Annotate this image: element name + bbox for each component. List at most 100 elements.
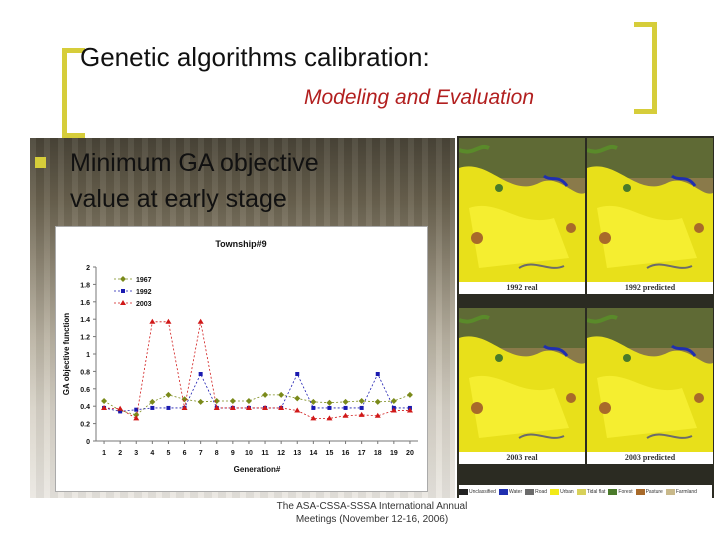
x-tick-label: 2 — [118, 450, 122, 457]
map-label: 1992 real — [459, 282, 585, 294]
data-point-1967 — [165, 391, 172, 398]
map-2003-predicted: 2003 predicted — [587, 308, 713, 464]
map-1992-predicted: 1992 predicted — [587, 138, 713, 294]
series-line-1967 — [103, 394, 411, 416]
y-tick-label: 1.4 — [80, 317, 90, 324]
data-point-1967 — [133, 411, 140, 418]
legend-marker-1992 — [121, 289, 125, 293]
x-tick-label: 16 — [342, 450, 350, 457]
y-tick-label: 1 — [86, 352, 90, 359]
data-point-2003 — [358, 411, 365, 417]
data-point-1992 — [134, 407, 139, 412]
map-legend-swatch — [576, 488, 586, 495]
map-grid: 1992 real 1992 predicted 2003 real 2003 … — [457, 136, 714, 498]
data-point-2003 — [117, 405, 124, 411]
data-point-1967 — [262, 391, 269, 398]
map-legend-swatch — [498, 488, 508, 495]
map-legend-swatch — [459, 488, 468, 495]
data-point-1992 — [118, 409, 123, 414]
x-tick-label: 19 — [390, 450, 398, 457]
slide-title: Genetic algorithms calibration: — [80, 42, 430, 72]
data-point-2003 — [149, 318, 156, 324]
x-tick-label: 1 — [102, 450, 106, 457]
y-tick-label: 0.6 — [80, 387, 90, 394]
map-legend-label: Forest — [618, 488, 633, 495]
map-legend-swatch — [550, 488, 560, 495]
y-tick-label: 1.6 — [80, 300, 90, 307]
map-legend-swatch — [665, 488, 675, 495]
map-legend-item: Urban — [550, 488, 574, 495]
data-point-2003 — [229, 404, 236, 410]
x-axis-label: Generation# — [234, 465, 281, 474]
data-point-1967 — [101, 397, 108, 404]
slide-subtitle: Modeling and Evaluation — [304, 86, 534, 109]
series-line-2003 — [104, 321, 410, 420]
data-point-1967 — [342, 398, 349, 405]
map-1992-real: 1992 real — [459, 138, 585, 294]
map-legend-swatch — [525, 488, 535, 495]
map-image — [587, 308, 713, 454]
x-tick-label: 11 — [261, 450, 269, 457]
map-legend-item: Pasture — [635, 488, 663, 495]
data-point-1967 — [245, 397, 252, 404]
right-bracket-decoration — [634, 22, 657, 114]
map-legend-label: Farmland — [675, 488, 697, 495]
x-tick-label: 10 — [245, 450, 253, 457]
map-legend-label: Urban — [560, 488, 574, 495]
x-tick-label: 8 — [215, 450, 219, 457]
x-tick-label: 5 — [166, 450, 170, 457]
data-point-1992 — [198, 372, 203, 377]
data-point-1967 — [229, 397, 236, 404]
footer-line-2: Meetings (November 12-16, 2006) — [295, 514, 449, 525]
legend-marker-2003 — [120, 300, 126, 305]
data-point-1992 — [295, 372, 300, 377]
y-tick-label: 0.4 — [80, 404, 90, 411]
map-legend-label: Road — [535, 488, 548, 495]
y-tick-label: 0.8 — [80, 369, 90, 376]
footer: The ASA-CSSA-SSSA International Annual M… — [262, 500, 482, 526]
map-label: 2003 real — [459, 452, 585, 464]
map-legend-label: Water — [508, 488, 523, 495]
data-point-1992 — [327, 405, 332, 410]
data-point-1967 — [149, 398, 156, 405]
data-point-2003 — [310, 415, 317, 421]
legend-marker-1967 — [120, 276, 126, 282]
data-point-1992 — [311, 405, 316, 410]
data-point-1967 — [294, 395, 301, 402]
line-chart: Township#9 GA objective function Generatio… — [62, 239, 418, 474]
x-tick-label: 9 — [231, 450, 235, 457]
y-axis-label: GA objective function — [62, 313, 71, 395]
data-point-1967 — [197, 398, 204, 405]
y-tick-label: 0 — [86, 439, 90, 446]
data-point-2003 — [342, 412, 349, 418]
map-legend-item: Forest — [608, 488, 633, 495]
map-2003-real: 2003 real — [459, 308, 585, 464]
x-tick-label: 7 — [199, 450, 203, 457]
data-point-2003 — [262, 404, 269, 410]
data-point-2003 — [294, 407, 301, 413]
y-tick-label: 0.2 — [80, 422, 90, 429]
x-tick-label: 6 — [183, 450, 187, 457]
data-point-2003 — [133, 415, 140, 421]
map-label: 1992 predicted — [587, 282, 713, 294]
data-point-2003 — [197, 318, 204, 324]
bullet-line-1: Minimum GA objective — [70, 149, 319, 177]
data-point-1967 — [390, 397, 397, 404]
legend-label: 1967 — [136, 277, 152, 284]
map-legend-item: Farmland — [665, 488, 697, 495]
x-tick-label: 3 — [134, 450, 138, 457]
data-point-1992 — [150, 405, 155, 410]
left-bracket-decoration — [62, 48, 85, 138]
map-legend-label: Unclassified — [469, 488, 496, 495]
map-legend-item: Road — [525, 488, 548, 495]
map-legend-item: Unclassified — [459, 488, 496, 495]
data-point-1967 — [374, 398, 381, 405]
data-point-2003 — [213, 404, 220, 410]
data-point-2003 — [390, 407, 397, 413]
data-point-1967 — [213, 397, 220, 404]
data-point-2003 — [245, 404, 252, 410]
series-line-1992 — [103, 373, 410, 412]
map-legend-swatch — [635, 488, 645, 495]
data-point-2003 — [101, 404, 108, 410]
data-point-2003 — [374, 412, 381, 418]
